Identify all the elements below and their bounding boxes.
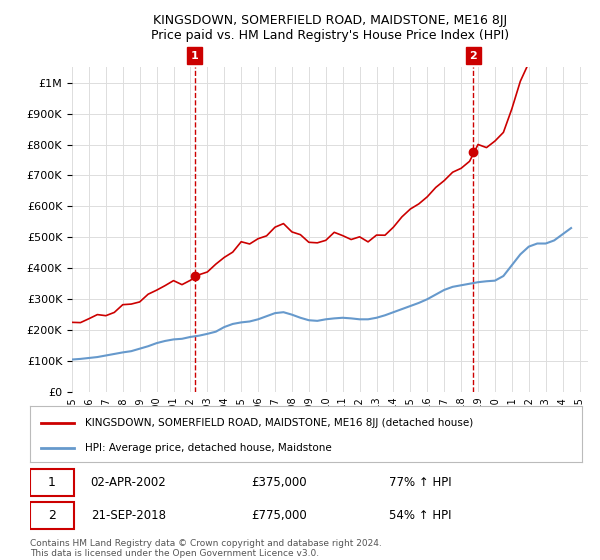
Text: 54% ↑ HPI: 54% ↑ HPI <box>389 510 451 522</box>
Text: 02-APR-2002: 02-APR-2002 <box>91 476 166 489</box>
Text: This data is licensed under the Open Government Licence v3.0.: This data is licensed under the Open Gov… <box>30 549 319 558</box>
Text: 2: 2 <box>469 51 477 60</box>
Text: Contains HM Land Registry data © Crown copyright and database right 2024.: Contains HM Land Registry data © Crown c… <box>30 539 382 548</box>
Text: 77% ↑ HPI: 77% ↑ HPI <box>389 476 451 489</box>
Text: 2: 2 <box>48 510 56 522</box>
Text: HPI: Average price, detached house, Maidstone: HPI: Average price, detached house, Maid… <box>85 443 332 453</box>
Text: 1: 1 <box>48 476 56 489</box>
Text: £775,000: £775,000 <box>251 510 307 522</box>
FancyBboxPatch shape <box>30 502 74 529</box>
Text: KINGSDOWN, SOMERFIELD ROAD, MAIDSTONE, ME16 8JJ (detached house): KINGSDOWN, SOMERFIELD ROAD, MAIDSTONE, M… <box>85 418 473 428</box>
Text: 1: 1 <box>191 51 199 60</box>
FancyBboxPatch shape <box>30 469 74 496</box>
Text: 21-SEP-2018: 21-SEP-2018 <box>91 510 166 522</box>
Text: £375,000: £375,000 <box>251 476 307 489</box>
Title: KINGSDOWN, SOMERFIELD ROAD, MAIDSTONE, ME16 8JJ
Price paid vs. HM Land Registry': KINGSDOWN, SOMERFIELD ROAD, MAIDSTONE, M… <box>151 15 509 43</box>
